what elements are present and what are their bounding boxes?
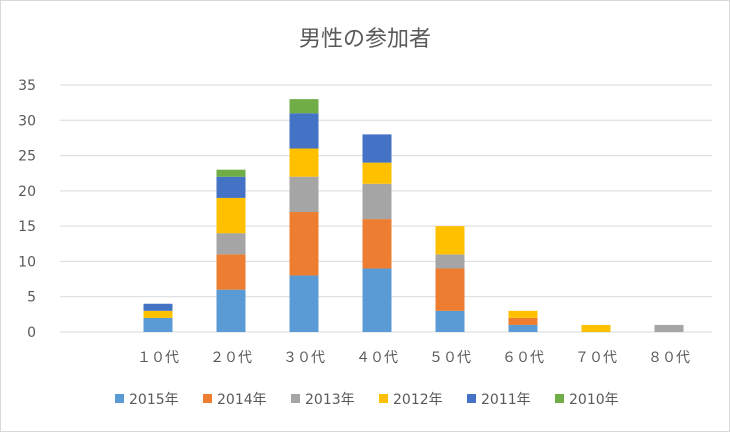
y-axis-ticks: 0 5 10 15 20 25 30 35 <box>18 78 36 341</box>
bar-segment <box>289 212 319 276</box>
legend-swatch <box>467 394 476 403</box>
bar-segment <box>654 324 684 332</box>
bar-segment <box>435 226 465 255</box>
bar-segment <box>508 310 538 318</box>
legend-swatch <box>115 394 124 403</box>
x-tick-label: １０代 <box>137 350 179 366</box>
bar-segment <box>362 268 392 332</box>
legend-label: 2010年 <box>569 392 619 408</box>
legend-swatch <box>203 394 212 403</box>
bar-segment <box>508 317 538 325</box>
bar-segment <box>289 275 319 332</box>
legend-label: 2013年 <box>305 392 355 408</box>
bar-segment <box>216 197 246 234</box>
x-tick-label: ８０代 <box>648 350 690 366</box>
bar-segment <box>216 289 246 332</box>
x-tick-label: ７０代 <box>575 350 617 366</box>
legend-label: 2011年 <box>481 392 531 408</box>
legend-swatch <box>379 394 388 403</box>
bar-segment <box>362 183 392 220</box>
y-tick-label: 25 <box>18 149 36 165</box>
y-tick-label: 10 <box>18 254 36 270</box>
bar-segment <box>435 268 465 311</box>
bar-segment <box>581 324 611 332</box>
bar-segment <box>143 310 173 318</box>
chart-title: 男性の参加者 <box>299 27 431 52</box>
bar-segment <box>216 254 246 290</box>
y-tick-label: 0 <box>27 325 36 341</box>
bar-segment <box>362 134 392 163</box>
x-axis-ticks: １０代 ２０代 ３０代 ４０代 ５０代 ６０代 ７０代 ８０代 <box>137 350 690 366</box>
bar-segment <box>289 148 319 177</box>
x-tick-label: ４０代 <box>356 350 398 366</box>
bar-segment <box>143 303 173 311</box>
bar-segment <box>216 169 246 177</box>
bar-segment <box>143 317 173 332</box>
x-tick-label: ５０代 <box>429 350 471 366</box>
bars <box>143 99 684 332</box>
y-tick-label: 20 <box>18 184 36 200</box>
bar-segment <box>289 113 319 149</box>
y-tick-label: 5 <box>27 290 36 306</box>
legend-swatch <box>555 394 564 403</box>
legend-label: 2015年 <box>129 392 179 408</box>
bar-segment <box>289 99 319 114</box>
bar-segment <box>508 324 538 332</box>
bar-segment <box>435 310 465 332</box>
legend-swatch <box>291 394 300 403</box>
legend-label: 2012年 <box>393 392 443 408</box>
y-tick-label: 35 <box>18 78 36 94</box>
legend: 2015年 2014年 2013年 2012年 2011年 2010年 <box>115 392 619 408</box>
bar-segment <box>216 176 246 198</box>
bar-segment <box>216 233 246 255</box>
y-tick-label: 15 <box>18 219 36 235</box>
bar-segment <box>435 254 465 269</box>
x-tick-label: ３０代 <box>283 350 325 366</box>
x-tick-label: ６０代 <box>502 350 544 366</box>
bar-segment <box>362 162 392 184</box>
legend-label: 2014年 <box>217 392 267 408</box>
bar-segment <box>289 176 319 213</box>
bar-segment <box>362 219 392 269</box>
y-tick-label: 30 <box>18 113 36 129</box>
x-tick-label: ２０代 <box>210 350 252 366</box>
